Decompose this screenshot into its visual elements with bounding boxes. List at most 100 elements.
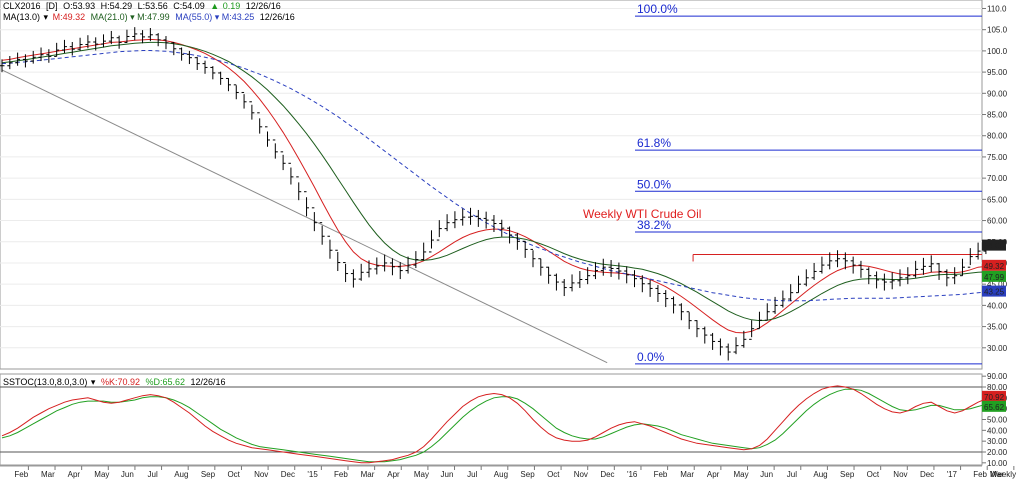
time-tick-label: Dec: [600, 470, 614, 479]
price-tick-label: 110.0: [987, 4, 1007, 13]
time-tick-label: May: [94, 470, 109, 479]
ma-date: 12/26/16: [260, 12, 295, 22]
fib-label: 61.8%: [637, 136, 671, 150]
ohlc-bar: [733, 337, 739, 355]
ohlc-bar: [897, 269, 903, 287]
ohlc-bar: [866, 267, 872, 285]
change-value: 0.19: [223, 1, 241, 11]
symbol-label: CLX2016: [3, 1, 41, 11]
time-tick-label: Oct: [227, 470, 240, 479]
ohlc-bar: [967, 248, 973, 268]
stochastic-tick-label: 50.00: [987, 416, 1008, 425]
stochastic-tick-label: 40.00: [987, 426, 1008, 435]
ohlc-bar: [46, 49, 52, 63]
time-tick-label: Mar: [990, 470, 1004, 479]
ohlc-bar: [358, 263, 364, 281]
ma55-label: MA(55.0) ▾ M:43.25: [175, 12, 254, 22]
stochastic-panel[interactable]: 10.0020.0030.0040.0050.0060.0070.0080.00…: [0, 372, 1008, 468]
ohlc-bar: [772, 296, 778, 314]
time-tick-label: '15: [307, 470, 318, 479]
ohlc-bar: [108, 30, 114, 45]
stochastic-tick-label: 80.00: [987, 383, 1008, 392]
ohlc-bar: [671, 296, 677, 314]
ohlc-bar: [233, 84, 239, 100]
price-panel[interactable]: 30.0035.0040.0045.0050.0055.0060.0065.00…: [0, 0, 1008, 370]
d-value: %D:65.62: [145, 377, 185, 387]
time-tick-label: Jul: [148, 470, 158, 479]
ohlc-bar: [210, 66, 216, 80]
ohlc-bar: [491, 215, 497, 233]
svg-text:CLX2016 [D] O:: CLX2016 [D] O:53.93 H:54.29 L:53.56 C:54…: [3, 1, 281, 11]
ohlc-bar: [647, 279, 653, 297]
open-value: O:53.93: [63, 1, 95, 11]
ohlc-bar: [61, 39, 67, 54]
ohlc-bar: [764, 303, 770, 321]
ohlc-bar: [928, 255, 934, 273]
ohlc-bar: [124, 29, 130, 43]
ohlc-bar: [850, 256, 856, 274]
price-panel-border: [0, 0, 983, 370]
ohlc-bar: [522, 240, 528, 258]
ohlc-bar: [69, 41, 75, 56]
ohlc-bar: [803, 269, 809, 287]
ohlc-bar: [225, 77, 231, 92]
ohlc-bars: [0, 27, 997, 361]
ohlc-bar: [600, 258, 606, 276]
time-tick-label: Jun: [760, 470, 773, 479]
time-tick-label: Dec: [281, 470, 295, 479]
fibonacci-levels: 100.0% 61.8% 50.0% 38.2% 0.0%: [635, 2, 982, 365]
time-tick-label: Oct: [547, 470, 560, 479]
last-value-label: 54.09: [984, 242, 1005, 251]
ohlc-bar: [655, 285, 661, 302]
svg-text:MA(13.0) ▾ M:4: MA(13.0) ▾ M:49.32 MA(21.0) ▾ M:47.99 MA…: [3, 12, 295, 22]
ohlc-bar: [116, 35, 122, 49]
ohlc-bar: [920, 257, 926, 275]
time-tick-label: '17: [947, 470, 958, 479]
time-tick-label: Mar: [41, 470, 55, 479]
ohlc-bar: [874, 271, 880, 289]
ohlc-bar: [624, 266, 630, 284]
last-value-box: [982, 239, 1006, 251]
price-tick-label: 80.00: [987, 132, 1008, 141]
price-tick-label: 95.00: [987, 68, 1008, 77]
ohlc-bar: [194, 56, 200, 70]
ohlc-bar: [936, 262, 942, 280]
price-tick-label: 70.00: [987, 174, 1008, 183]
chart-annotation: Weekly WTI Crude Oil: [583, 207, 701, 221]
ohlc-bar: [577, 271, 583, 288]
ohlc-bar: [741, 330, 747, 348]
ohlc-bar: [616, 262, 622, 280]
time-tick-label: Mar: [680, 470, 694, 479]
ohlc-bar: [22, 54, 28, 68]
ohlc-bar: [468, 207, 474, 225]
ohlc-bar: [514, 232, 520, 250]
ohlc-bar: [241, 91, 247, 109]
price-tick-label: 60.00: [987, 217, 1008, 226]
price-tick-label: 90.00: [987, 89, 1008, 98]
price-tick-label: 85.00: [987, 111, 1008, 120]
price-grid: [0, 7, 982, 349]
time-tick-label: Jun: [121, 470, 134, 479]
up-arrow-icon: ▲: [210, 1, 219, 11]
ohlc-bar: [452, 211, 458, 229]
price-tick-label: 30.00: [987, 344, 1008, 353]
ohlc-bar: [756, 311, 762, 330]
ohlc-bar: [272, 139, 278, 159]
ohlc-bar: [819, 256, 825, 274]
last-value-label: 43.25: [984, 288, 1005, 297]
ohlc-bar: [7, 55, 13, 70]
ohlc-bar: [296, 176, 302, 201]
price-tick-label: 40.00: [987, 301, 1008, 310]
ohlc-bar: [553, 273, 559, 291]
ohlc-bar: [179, 47, 185, 61]
ohlc-bar: [952, 267, 958, 285]
ohlc-bar: [171, 41, 177, 56]
ohlc-bar: [397, 262, 403, 280]
time-tick-label: Sep: [520, 470, 535, 479]
time-tick-label: Nov: [254, 470, 268, 479]
ohlc-bar: [499, 219, 505, 237]
ohlc-bar: [881, 273, 887, 291]
ohlc-bar: [538, 258, 544, 276]
ohlc-bar: [389, 258, 395, 276]
